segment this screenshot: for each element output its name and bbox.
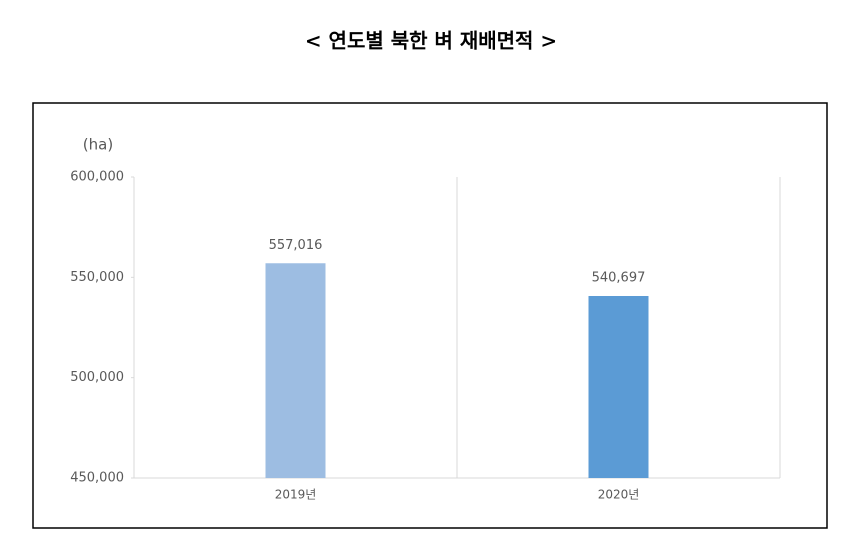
- chart-frame: [32, 102, 828, 529]
- y-tick-label: 550,000: [70, 270, 124, 285]
- y-tick-label: 450,000: [70, 471, 124, 486]
- bar: [265, 263, 326, 478]
- value-label: 557,016: [269, 238, 323, 253]
- bar: [588, 296, 649, 478]
- y-tick-label: 500,000: [70, 370, 124, 385]
- value-label: 540,697: [592, 271, 646, 286]
- x-tick-label: 2020년: [598, 488, 640, 502]
- chart-title: < 연도별 북한 벼 재배면적 >: [305, 29, 557, 53]
- y-unit: (ha): [83, 136, 113, 154]
- y-tick-label: 600,000: [70, 170, 124, 185]
- x-tick-label: 2019년: [275, 488, 317, 502]
